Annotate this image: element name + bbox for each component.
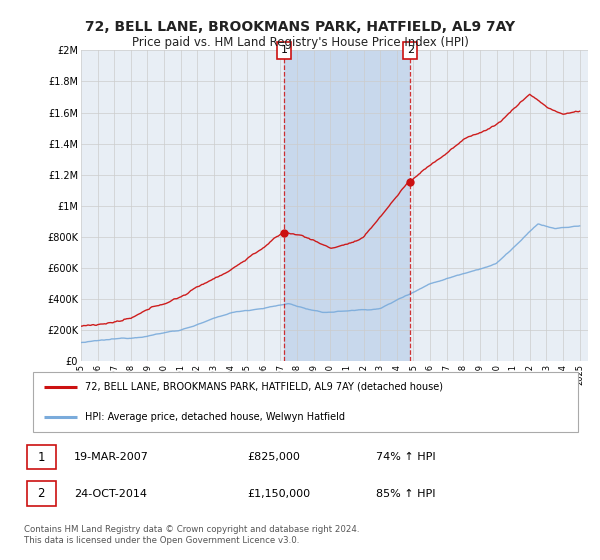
Text: 85% ↑ HPI: 85% ↑ HPI bbox=[376, 489, 435, 498]
Text: 2: 2 bbox=[407, 45, 414, 55]
Text: 72, BELL LANE, BROOKMANS PARK, HATFIELD, AL9 7AY (detached house): 72, BELL LANE, BROOKMANS PARK, HATFIELD,… bbox=[85, 382, 443, 392]
Text: £825,000: £825,000 bbox=[247, 452, 300, 462]
Text: 24-OCT-2014: 24-OCT-2014 bbox=[74, 489, 147, 498]
FancyBboxPatch shape bbox=[27, 445, 56, 469]
Text: Contains HM Land Registry data © Crown copyright and database right 2024.
This d: Contains HM Land Registry data © Crown c… bbox=[24, 525, 359, 545]
Text: HPI: Average price, detached house, Welwyn Hatfield: HPI: Average price, detached house, Welw… bbox=[85, 412, 345, 422]
Text: 74% ↑ HPI: 74% ↑ HPI bbox=[376, 452, 435, 462]
Text: 1: 1 bbox=[281, 45, 287, 55]
Bar bbox=[284, 50, 410, 361]
FancyBboxPatch shape bbox=[33, 371, 578, 432]
FancyBboxPatch shape bbox=[27, 482, 56, 506]
Text: £1,150,000: £1,150,000 bbox=[247, 489, 310, 498]
Text: Price paid vs. HM Land Registry's House Price Index (HPI): Price paid vs. HM Land Registry's House … bbox=[131, 36, 469, 49]
Text: 19-MAR-2007: 19-MAR-2007 bbox=[74, 452, 149, 462]
Text: 72, BELL LANE, BROOKMANS PARK, HATFIELD, AL9 7AY: 72, BELL LANE, BROOKMANS PARK, HATFIELD,… bbox=[85, 20, 515, 34]
Text: 2: 2 bbox=[38, 487, 45, 500]
Text: 1: 1 bbox=[38, 451, 45, 464]
